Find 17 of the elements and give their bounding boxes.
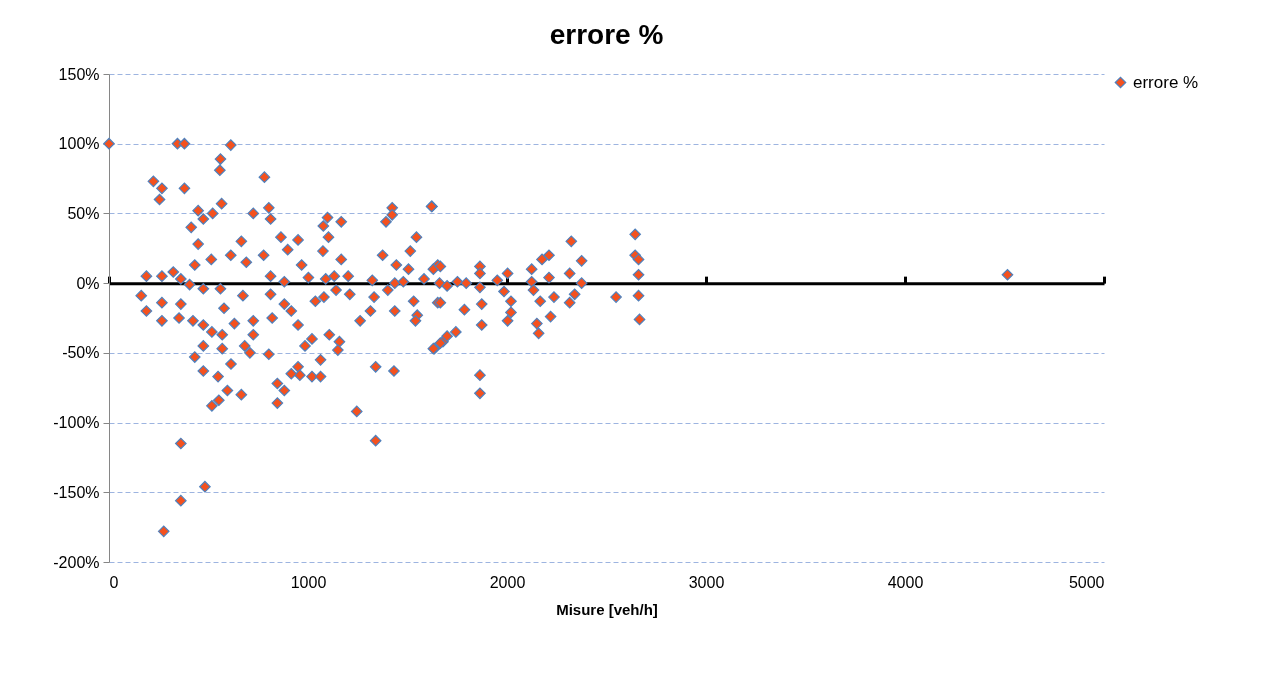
x-tick-label: 2000 (489, 573, 526, 591)
chart-title: errore % (549, 19, 664, 50)
x-tick-label: 1000 (290, 573, 327, 591)
legend-label: errore % (1133, 72, 1199, 92)
y-tick-label: 50% (67, 204, 100, 222)
x-tick-label: 0 (109, 573, 119, 591)
x-axis-title: Misure [veh/h] (556, 600, 658, 618)
x-tick-label: 3000 (688, 573, 725, 591)
x-tick-label: 5000 (1068, 573, 1105, 591)
y-tick-label: -100% (53, 414, 100, 432)
y-tick-label: -150% (53, 483, 100, 501)
y-tick-label: -200% (53, 553, 100, 571)
y-tick-label: 100% (58, 135, 100, 153)
x-tick-label: 4000 (887, 573, 924, 591)
y-tick-label: 0% (76, 274, 100, 292)
y-tick-label: 150% (58, 65, 100, 83)
y-tick-label: -50% (62, 344, 100, 362)
